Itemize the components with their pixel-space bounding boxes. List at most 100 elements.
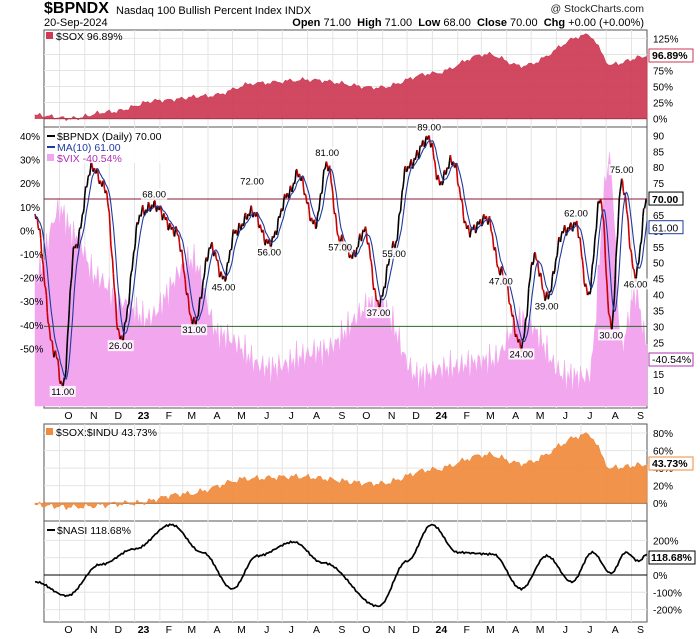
series-bpndx-segment [86,177,89,186]
series-bpndx-segment [585,283,588,289]
series-bpndx-segment [385,268,388,282]
last-value-vix: -40.54% [652,354,691,366]
y-tick-label: -100% [653,588,682,599]
series-bpndx-segment [120,335,124,341]
series-bpndx-segment [304,193,307,197]
chart-index-name: Nasdaq 100 Bullish Percent Index [116,5,282,17]
series-bpndx-segment [544,298,547,302]
series-bpndx-segment [545,291,549,295]
series-bpndx-segment [589,290,592,295]
series-bpndx-segment [283,193,287,198]
series-bpndx-segment [298,173,301,178]
legend-nasi: $NASI 118.68% [57,525,131,537]
series-bpndx-segment [350,254,353,259]
series-bpndx-segment [83,195,86,209]
series-bpndx-segment [109,227,112,246]
data-label-bg [107,340,134,352]
series-bpndx-segment [131,260,134,270]
series-bpndx-segment [124,318,128,323]
series-bpndx-segment [318,201,321,211]
series-bpndx-segment [276,218,279,230]
series-bpndx-segment [207,249,210,259]
x-tick-label: N [388,410,396,422]
series-bpndx-segment [593,233,597,241]
series-bpndx-segment [534,252,537,260]
series-bpndx-segment [332,206,336,215]
x-tick-label: F [166,410,172,422]
series-bpndx-segment [337,235,341,243]
data-label-bg [181,324,208,336]
series-sox [34,33,648,122]
series-bpndx-segment [167,228,170,231]
last-value-soxindu: 43.73% [652,458,688,470]
series-bpndx-segment [182,269,186,274]
series-bpndx-segment [259,224,262,229]
series-bpndx-segment [64,369,67,378]
series-bpndx-segment [410,159,413,166]
series-bpndx-segment [190,315,193,322]
series-bpndx-segment [354,249,358,257]
series-bpndx-segment [209,243,213,249]
series-bpndx-segment [39,238,43,253]
series-bpndx-segment [433,159,436,162]
series-bpndx-segment [616,216,620,236]
series-bpndx-segment [600,200,603,211]
series-bpndx-segment [42,264,45,277]
series-bpndx-segment [128,277,132,293]
series-bpndx-segment [518,339,522,348]
x-tick-label: S [338,410,345,422]
x-tick-label: A [512,624,519,636]
ohlc-readout: Open 71.00 High 71.00 Low 68.00 Close 70… [292,17,644,29]
legend-swatch [46,428,53,435]
last-value-box [648,191,684,206]
series-bpndx-segment [398,212,401,216]
series-bpndx-segment [407,165,410,168]
series-bpndx-segment [46,312,49,323]
series-bpndx-segment [417,153,421,159]
series-bpndx-segment [603,235,607,259]
series-bpndx-segment [591,261,594,266]
series-bpndx-segment [275,229,279,235]
x-tick-label: A [313,410,320,422]
series-bpndx-segment [341,234,344,242]
data-label: 72.00 [240,177,264,188]
series-bpndx-segment [68,291,71,310]
x-tick-label: A [512,410,519,422]
series-bpndx-segment [642,208,645,217]
series-bpndx-segment [592,253,595,262]
data-label: 46.00 [624,279,648,290]
series-bpndx-segment [421,140,424,147]
x-tick-label: M [237,624,246,636]
last-value-ma: 61.00 [652,223,678,235]
series-bpndx-segment [527,288,530,304]
data-label: 24.00 [509,350,533,361]
series-bpndx-segment [161,216,164,221]
series-bpndx-segment [243,215,246,225]
last-value-sox: 96.89% [652,50,688,62]
legend-sox: $SOX 96.89% [56,31,123,43]
x-tick-label: 23 [138,410,150,422]
series-bpndx-segment [616,235,619,246]
series-bpndx-segment [246,213,249,220]
series-bpndx-segment [60,380,63,385]
series-bpndx-segment [137,214,141,222]
series-bpndx-segment [529,266,532,278]
series-bpndx-segment [429,143,433,148]
y-tick-label: 30 [653,322,665,333]
series-bpndx-segment [322,169,325,180]
series-bpndx-segment [370,261,373,268]
series-bpndx-segment [168,222,172,226]
series-bpndx-segment [225,267,228,279]
series-bpndx-segment [147,201,151,205]
series-bpndx-segment [200,290,204,299]
series-bpndx-segment [376,300,380,306]
series-bpndx-segment [289,185,293,189]
series-bpndx-segment [150,204,154,207]
series-bpndx-segment [67,309,71,325]
x-tick-label: 23 [138,624,150,636]
data-label: 39.00 [535,302,559,313]
series-bpndx-segment [515,333,519,338]
data-label-bg [49,385,76,397]
open-label: Open [292,17,321,29]
y-tick-label: 0% [653,499,668,510]
